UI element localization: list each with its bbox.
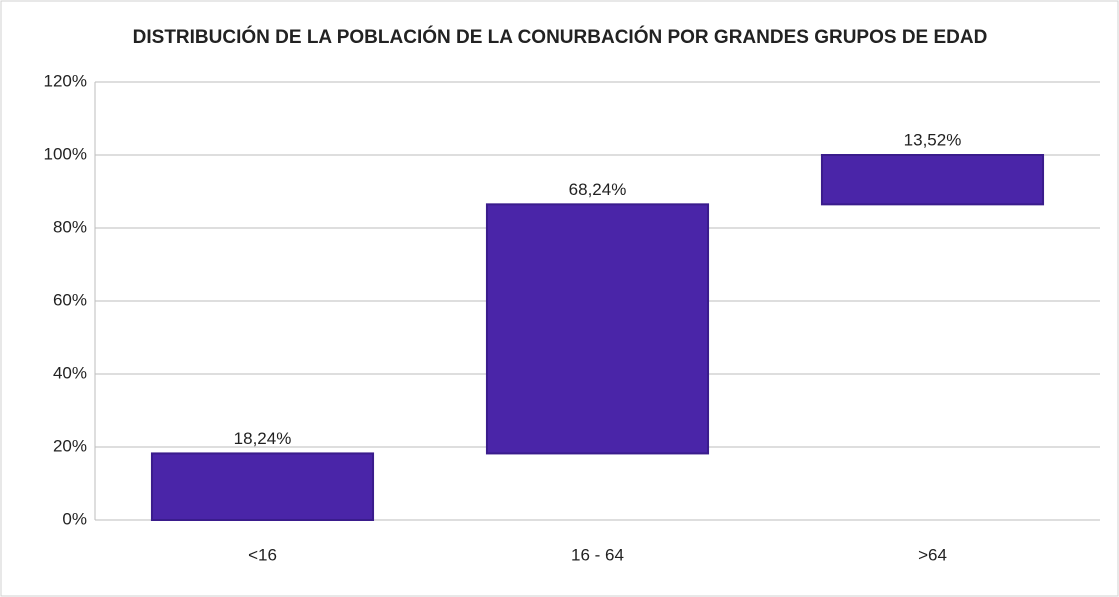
x-tick-label: >64 — [918, 545, 947, 564]
bar — [485, 203, 710, 455]
x-tick-label: 16 - 64 — [571, 545, 624, 564]
data-label: 13,52% — [904, 130, 962, 149]
chart-title: DISTRIBUCIÓN DE LA POBLACIÓN DE LA CONUR… — [133, 26, 988, 48]
y-tick-label: 40% — [53, 363, 87, 382]
y-tick-label: 80% — [53, 217, 87, 236]
data-label: 68,24% — [569, 180, 627, 199]
y-tick-label: 60% — [53, 290, 87, 309]
data-label: 18,24% — [234, 429, 292, 448]
y-tick-label: 120% — [44, 71, 87, 90]
x-tick-label: <16 — [248, 545, 277, 564]
y-tick-label: 0% — [62, 509, 87, 528]
y-tick-label: 100% — [44, 144, 87, 163]
y-tick-label: 20% — [53, 436, 87, 455]
bar — [150, 452, 375, 522]
bar — [820, 154, 1045, 206]
